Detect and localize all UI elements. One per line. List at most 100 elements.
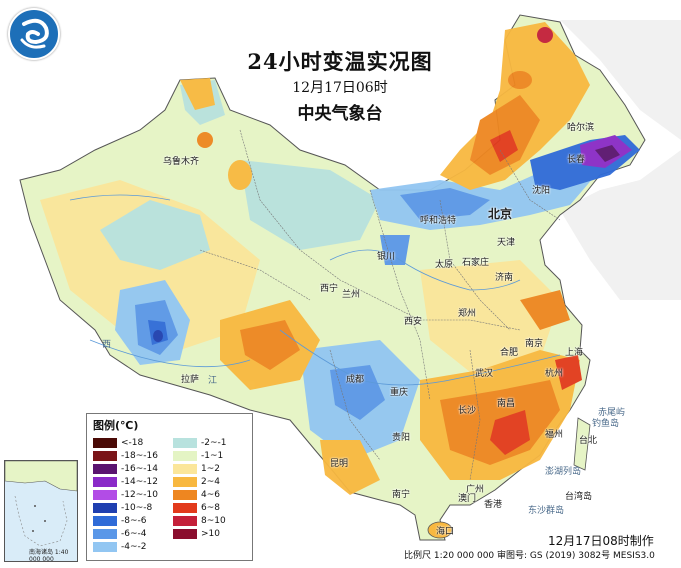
legend-swatch (93, 476, 117, 487)
legend-label: -2~-1 (201, 437, 227, 448)
city-label: 成都 (346, 375, 365, 385)
legend-swatch (173, 489, 197, 500)
temperature-zones (40, 22, 640, 495)
region-label: 澎湖列岛 (545, 467, 582, 477)
south-china-sea-inset: 南海诸岛 1:40 000 000 (4, 460, 78, 562)
legend-label: >10 (201, 528, 220, 539)
legend-column-right: -2~-1 -1~1 1~2 2~4 4~6 6~8 8~10 >10 (173, 436, 227, 540)
city-label: 呼和浩特 (420, 216, 457, 226)
legend-label: -18~-16 (121, 450, 158, 461)
legend-item: -16~-14 (93, 462, 158, 475)
city-label: 长沙 (458, 406, 477, 416)
city-label: 太原 (435, 260, 454, 270)
region-label: 东沙群岛 (528, 506, 565, 516)
legend-column-left: <-18 -18~-16 -16~-14 -14~-12 -12~-10 -10~-8 -8… (93, 436, 158, 553)
city-label: 乌鲁木齐 (163, 157, 200, 167)
taiwan-island (573, 417, 591, 471)
legend-label: -6~-4 (121, 528, 147, 539)
city-label: 福州 (545, 430, 564, 440)
legend-item: 8~10 (173, 514, 227, 527)
legend-label: 2~4 (201, 476, 220, 487)
legend-item: -2~-1 (173, 436, 227, 449)
legend-swatch (93, 450, 117, 461)
city-label: 重庆 (390, 388, 409, 398)
city-label: 北京 (488, 207, 513, 221)
legend-item: 1~2 (173, 462, 227, 475)
legend-item: -12~-10 (93, 488, 158, 501)
legend-label: 8~10 (201, 515, 226, 526)
legend-item: -6~-4 (93, 527, 158, 540)
city-label: 银川 (377, 252, 396, 262)
legend-label: -16~-14 (121, 463, 158, 474)
city-label: 长春 (567, 155, 586, 165)
city-label: 台湾岛 (565, 492, 593, 502)
city-label: 香港 (484, 500, 503, 510)
city-label: 上海 (565, 348, 584, 358)
city-label: 西宁 (320, 284, 339, 294)
legend-swatch (173, 502, 197, 513)
legend-swatch (93, 437, 117, 448)
city-label: 兰州 (342, 290, 361, 300)
city-label: 天津 (497, 238, 516, 248)
legend-label: -4~-2 (121, 541, 147, 552)
city-label: 昆明 (330, 459, 349, 469)
legend-item: -18~-16 (93, 449, 158, 462)
map-scale-and-approval: 比例尺 1:20 000 000 审图号: GS (2019) 3082号 ME… (404, 551, 655, 561)
legend-item: -14~-12 (93, 475, 158, 488)
legend-swatch (173, 528, 197, 539)
map-time: 12月17日06时 (292, 80, 388, 96)
legend-swatch (173, 463, 197, 474)
cma-logo (8, 8, 60, 60)
city-label: 海口 (436, 527, 455, 537)
rivers (69, 194, 561, 386)
legend-swatch (93, 463, 117, 474)
legend-label: -10~-8 (121, 502, 153, 513)
legend-label: -1~1 (201, 450, 224, 461)
city-label: 杭州 (545, 369, 564, 379)
city-label: 拉萨 (181, 375, 200, 385)
legend-item: 6~8 (173, 501, 227, 514)
city-label: 西安 (404, 317, 423, 327)
legend-swatch (93, 541, 117, 552)
map-organization: 中央气象台 (297, 104, 383, 124)
city-label: 南宁 (392, 490, 411, 500)
legend-item: 2~4 (173, 475, 227, 488)
legend-label: -8~-6 (121, 515, 147, 526)
legend-item: 4~6 (173, 488, 227, 501)
city-label: 澳门 (458, 494, 477, 504)
legend-item: -8~-6 (93, 514, 158, 527)
region-label: 江 (208, 376, 218, 386)
city-label: 南昌 (497, 399, 516, 409)
map-title: 24小时变温实况图 (247, 49, 433, 74)
province-borders (199, 129, 561, 481)
legend-swatch (173, 476, 197, 487)
legend-swatch (173, 450, 197, 461)
region-label: 赤尾屿 (598, 408, 626, 418)
city-label: 台北 (579, 436, 598, 446)
city-label: 合肥 (500, 348, 519, 358)
hainan-island (427, 521, 453, 539)
inset-map (5, 461, 77, 547)
production-time: 12月17日08时制作 (548, 534, 654, 548)
legend-title: 图例(℃) (93, 419, 139, 432)
city-label: 郑州 (458, 309, 477, 319)
legend-label: 4~6 (201, 489, 220, 500)
city-label: 济南 (495, 273, 514, 283)
neighbor-land-east (560, 150, 681, 300)
city-label: 南京 (525, 339, 544, 349)
city-label: 石家庄 (462, 258, 490, 268)
legend-swatch (93, 489, 117, 500)
legend-swatch (93, 502, 117, 513)
legend: 图例(℃) <-18 -18~-16 -16~-14 -14~-12 -12~-10 -1… (86, 413, 253, 561)
region-label: 西 (102, 340, 112, 350)
legend-label: -14~-12 (121, 476, 158, 487)
city-label: 贵阳 (392, 433, 411, 443)
city-label: 哈尔滨 (567, 123, 595, 133)
city-label: 武汉 (475, 369, 494, 379)
legend-label: 1~2 (201, 463, 220, 474)
legend-swatch (93, 515, 117, 526)
city-label: 广州 (466, 485, 485, 495)
legend-item: -10~-8 (93, 501, 158, 514)
swirl-icon (20, 18, 49, 49)
